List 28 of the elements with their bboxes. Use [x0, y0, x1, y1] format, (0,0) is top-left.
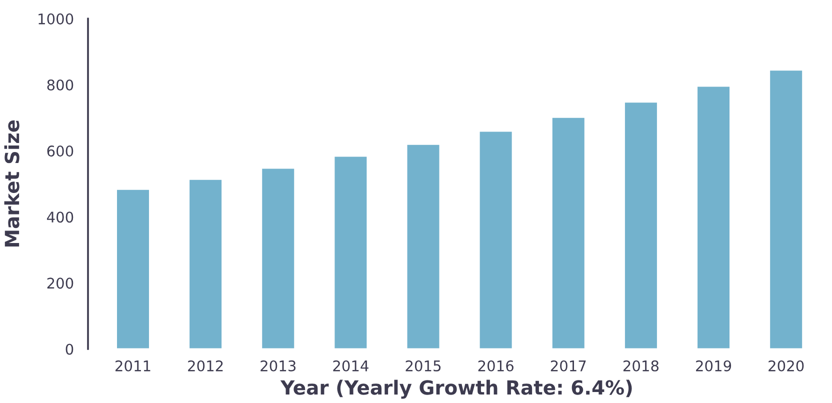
x-tick-label: 2020: [768, 360, 804, 372]
y-tick-label: 400: [46, 212, 74, 223]
x-tick-label: 2015: [406, 360, 441, 372]
x-axis-title: Year (Yearly Growth Rate: 6.4%): [280, 380, 632, 399]
bar: [406, 144, 441, 349]
bar: [768, 69, 804, 349]
bar: [551, 116, 586, 349]
bar: [333, 155, 368, 349]
x-tick-label: 2014: [333, 360, 368, 372]
bar: [624, 101, 658, 349]
bar: [260, 167, 296, 349]
y-tick-label: 1000: [38, 13, 74, 24]
bar: [188, 178, 223, 349]
x-tick-label: 2011: [116, 360, 150, 372]
y-tick-label: 800: [47, 79, 74, 91]
y-tick-label: 0: [66, 344, 74, 355]
y-axis-title: Market Size: [4, 120, 20, 247]
bar: [696, 85, 731, 349]
x-tick-label: 2018: [623, 360, 659, 372]
x-tick-label: 2016: [478, 360, 514, 372]
x-tick-label: 2019: [696, 360, 732, 372]
bar: [478, 130, 514, 349]
bar: [116, 188, 150, 349]
x-tick-label: 2017: [550, 360, 586, 372]
y-tick-label: 200: [47, 278, 74, 289]
x-tick-label: 2013: [260, 360, 296, 372]
x-tick-label: 2012: [188, 360, 223, 372]
y-tick-label: 600: [47, 146, 74, 157]
